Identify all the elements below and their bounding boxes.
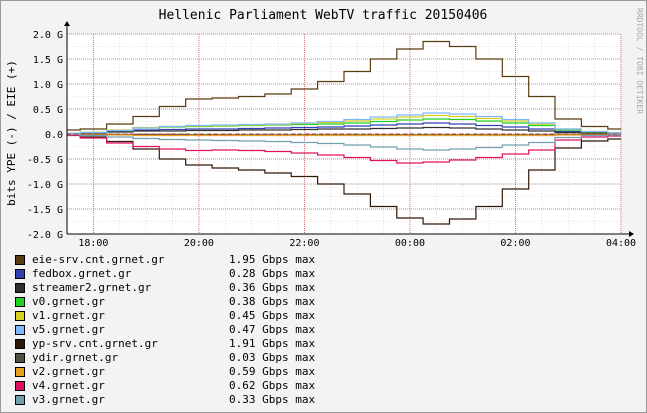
legend-series-max: 0.03 Gbps max bbox=[229, 351, 316, 364]
x-tick-label: 18:00 bbox=[78, 238, 108, 249]
y-tick-label: 1.5 G bbox=[33, 55, 63, 66]
series-line-2 bbox=[67, 126, 621, 135]
chart-title: Hellenic Parliament WebTV traffic 201504… bbox=[159, 8, 488, 23]
legend-series-name: eie-srv.cnt.grnet.gr bbox=[32, 253, 165, 266]
series-line-5 bbox=[67, 112, 621, 135]
legend-swatch bbox=[15, 367, 25, 377]
legend-series-max: 0.36 Gbps max bbox=[229, 281, 316, 294]
legend-series-name: ydir.grnet.gr bbox=[32, 351, 119, 364]
series-line-0 bbox=[67, 40, 621, 131]
legend-swatch bbox=[15, 311, 25, 321]
legend-series-name: v1.grnet.gr bbox=[32, 309, 105, 322]
legend-series-max: 0.62 Gbps max bbox=[229, 379, 316, 392]
legend-series-name: streamer2.grnet.gr bbox=[32, 281, 152, 294]
legend-series-max: 0.28 Gbps max bbox=[229, 267, 316, 280]
legend-swatch bbox=[15, 269, 25, 279]
legend-series-name: yp-srv.cnt.grnet.gr bbox=[32, 337, 158, 350]
legend-series-max: 0.59 Gbps max bbox=[229, 365, 316, 378]
x-tick-label: 04:00 bbox=[606, 238, 636, 249]
x-tick-label: 00:00 bbox=[395, 238, 425, 249]
legend-series-max: 1.91 Gbps max bbox=[229, 337, 316, 350]
y-tick-label: 1.0 G bbox=[33, 80, 63, 91]
legend-series-max: 0.47 Gbps max bbox=[229, 323, 316, 336]
legend-series-name: v3.grnet.gr bbox=[32, 393, 105, 406]
series-line-10 bbox=[67, 133, 621, 151]
y-tick-label: -1.0 G bbox=[27, 180, 63, 191]
x-tick-label: 20:00 bbox=[184, 238, 214, 249]
y-tick-label: 2.0 G bbox=[33, 30, 63, 41]
y-tick-label: -2.0 G bbox=[27, 230, 63, 241]
x-tick-label: 22:00 bbox=[289, 238, 319, 249]
legend-series-max: 0.45 Gbps max bbox=[229, 309, 316, 322]
x-axis-arrow bbox=[629, 231, 634, 237]
legend-swatch bbox=[15, 283, 25, 293]
legend-swatch bbox=[15, 297, 25, 307]
legend-series-name: v4.grnet.gr bbox=[32, 379, 105, 392]
legend-swatch bbox=[15, 255, 25, 265]
legend-swatch bbox=[15, 325, 25, 335]
legend-series-name: v0.grnet.gr bbox=[32, 295, 105, 308]
legend-swatch bbox=[15, 395, 25, 405]
legend-swatch bbox=[15, 381, 25, 391]
series-line-1 bbox=[67, 122, 621, 135]
x-tick-label: 02:00 bbox=[500, 238, 530, 249]
y-tick-label: 0.5 G bbox=[33, 105, 63, 116]
y-axis-arrow bbox=[64, 21, 70, 26]
y-axis-label: bits YPE (-) / EIE (+) bbox=[5, 60, 18, 206]
y-tick-label: 0.0 bbox=[45, 130, 63, 141]
y-tick-label: -0.5 G bbox=[27, 155, 63, 166]
chart-axes: 2.0 G 1.5 G 1.0 G 0.5 G 0.0 -0.5 G -1.0 G -1.5 … bbox=[27, 21, 636, 249]
legend-series-max: 1.95 Gbps max bbox=[229, 253, 316, 266]
chart-series bbox=[67, 40, 621, 225]
legend-series-max: 0.33 Gbps max bbox=[229, 393, 316, 406]
legend-series-name: v2.grnet.gr bbox=[32, 365, 105, 378]
series-line-8 bbox=[67, 133, 621, 137]
legend-series-max: 0.38 Gbps max bbox=[229, 295, 316, 308]
legend-series-name: fedbox.grnet.gr bbox=[32, 267, 132, 280]
legend-series-name: v5.grnet.gr bbox=[32, 323, 105, 336]
legend-swatch bbox=[15, 353, 25, 363]
legend-swatch bbox=[15, 339, 25, 349]
series-line-9 bbox=[67, 134, 621, 164]
y-tick-label: -1.5 G bbox=[27, 205, 63, 216]
rrdtool-watermark: RRDTOOL / TOBI OETIKER bbox=[635, 8, 644, 114]
series-line-6 bbox=[67, 134, 621, 225]
